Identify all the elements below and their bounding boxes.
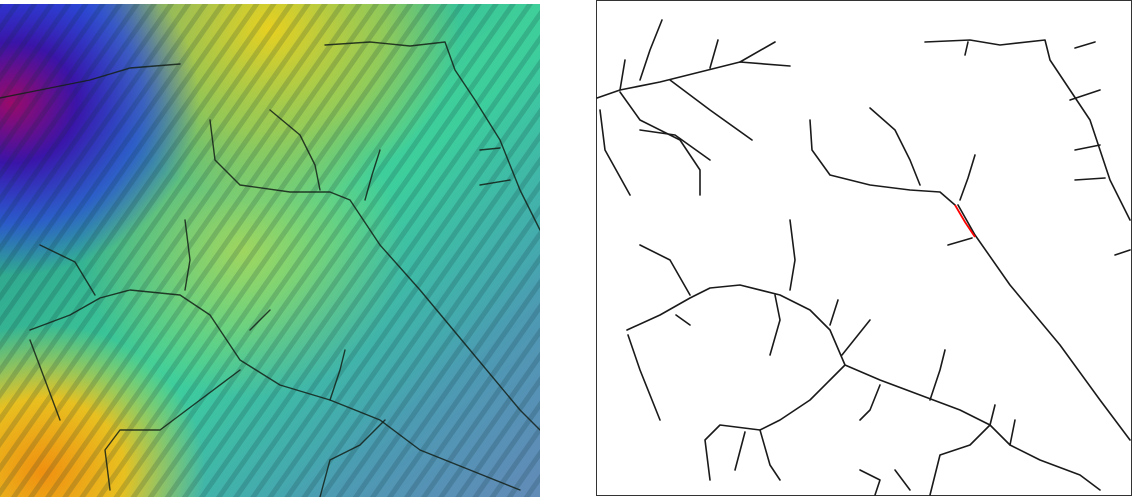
terrain-panel [0,4,540,497]
page [0,0,1132,497]
map-figure [0,0,1132,497]
stream-network-panel [597,1,1132,496]
